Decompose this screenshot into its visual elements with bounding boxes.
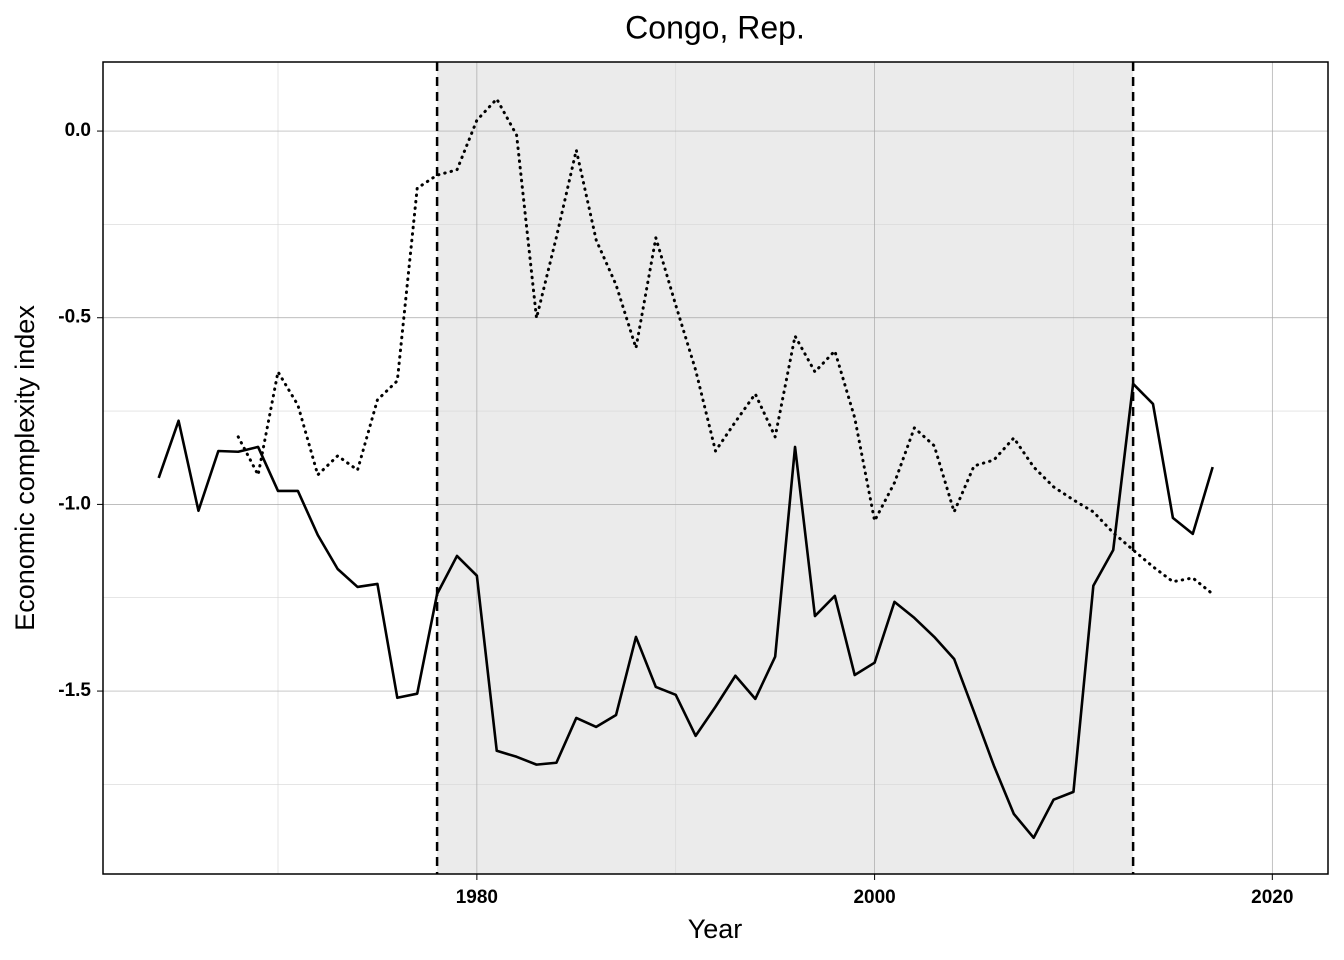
y-tick-label: 0.0 (65, 120, 91, 141)
y-tick-label: -0.5 (58, 307, 91, 328)
series-line (157, 382, 1214, 840)
x-tick-label: 2000 (853, 887, 895, 908)
x-tick-label: 1980 (456, 887, 498, 908)
shaded-period (437, 62, 1134, 874)
plot-area (103, 62, 1328, 874)
y-axis-label: Economic complexity index (10, 305, 40, 631)
chart-title: Congo, Rep. (625, 9, 805, 45)
plot-border (102, 61, 1329, 875)
series-line (236, 97, 1215, 596)
y-tick-label: -1.0 (58, 493, 91, 514)
x-tick-label: 2020 (1251, 887, 1293, 908)
y-tick-label: -1.5 (58, 680, 91, 701)
x-axis-label: Year (688, 914, 743, 944)
